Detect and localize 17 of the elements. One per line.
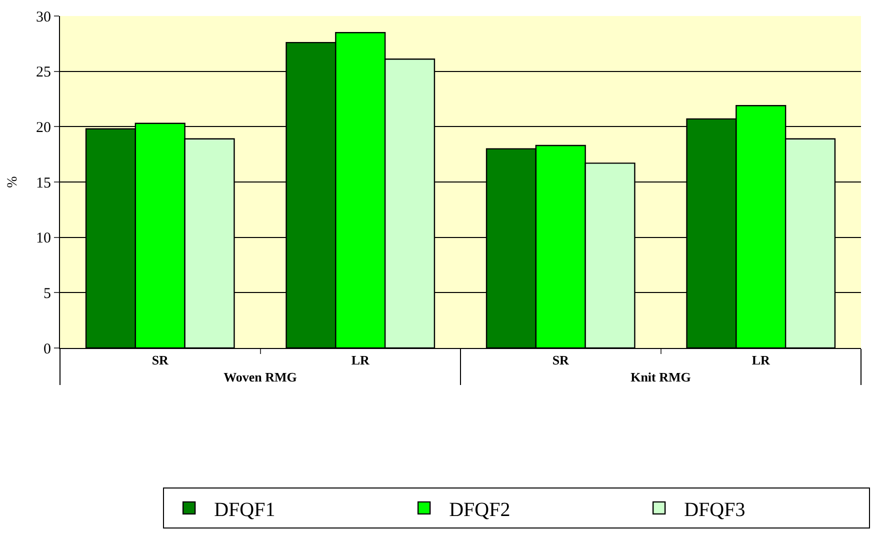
legend-label: DFQF3 (684, 498, 746, 521)
x-tick-label: LR (752, 352, 771, 368)
x-tick-label: SR (552, 352, 570, 368)
y-tick-label: 0 (44, 341, 51, 358)
text: Woven RMG (224, 370, 297, 385)
y-axis-title: % (6, 176, 21, 188)
y-tick-label: 30 (36, 9, 51, 26)
y-tick-label: 10 (36, 230, 51, 247)
y-tick-label: 25 (36, 64, 51, 81)
x-tick-label: LR (351, 352, 370, 368)
text: Knit RMG (630, 370, 691, 385)
y-tick-label: 15 (36, 175, 51, 192)
y-tick-label: 20 (36, 120, 51, 136)
legend-label: DFQF2 (449, 498, 510, 521)
y-tick-label: 5 (44, 286, 51, 302)
x-tick-label: SR (152, 352, 170, 368)
legend-label: DFQF1 (214, 498, 276, 521)
